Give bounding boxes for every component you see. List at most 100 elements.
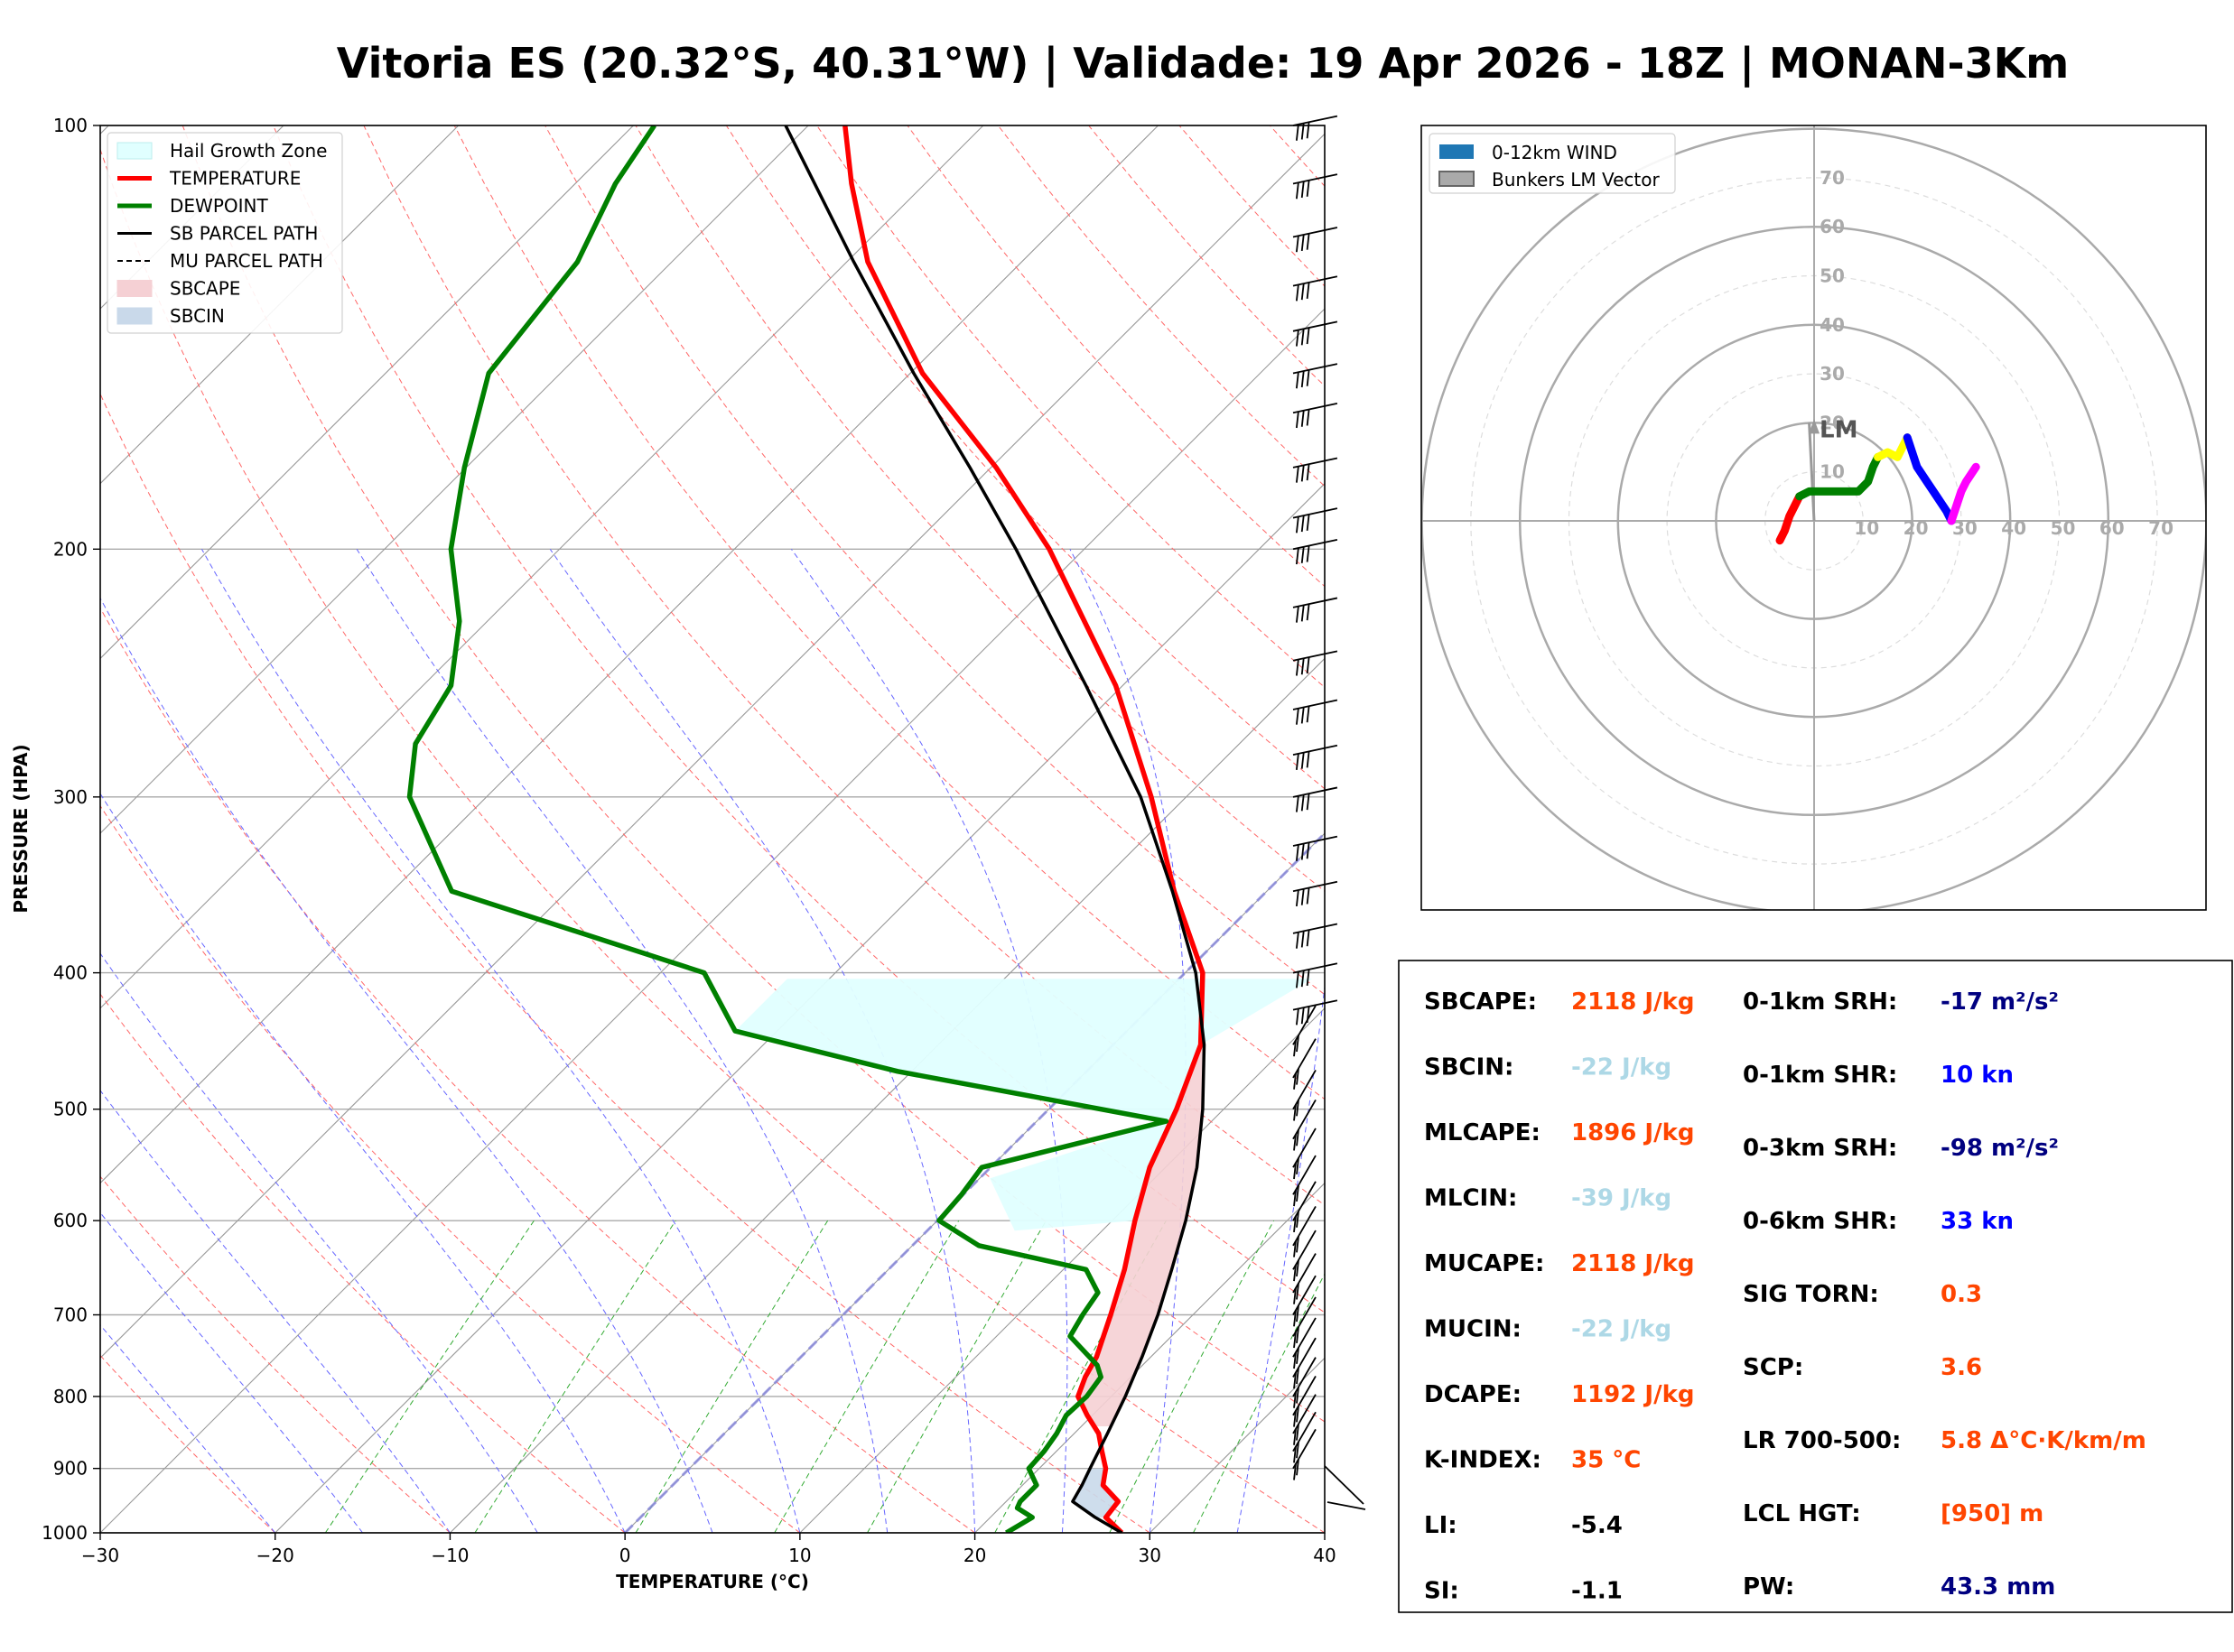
wind-barb [1292,1206,1317,1258]
wind-barb-feather [1295,284,1299,302]
moist-adiabat [100,952,538,1533]
legend-entry: TEMPERATURE [117,168,301,190]
legend-label: SBCIN [170,305,225,327]
wind-barb-staff [1292,1128,1317,1168]
hodograph-ring-label: 10 [1820,461,1845,483]
sb-parcel-path-line [784,125,1206,1533]
index-value: 5.8 Δ°C·K/km/m [1941,1427,2146,1454]
wind-barb-staff [1292,1155,1317,1195]
wind-barb-staff [1292,227,1338,238]
x-axis-ticks: −30 −20 −10 0 10 20 30 40 [81,1533,1336,1566]
wind-barb [1292,227,1338,253]
mixing-ratio-line [867,1220,1047,1533]
wind-barb [1292,880,1338,907]
wind-barb [1292,650,1338,676]
wind-barb-feather [1295,1008,1299,1026]
y-axis-ticks: 100 200 300 400 500 600 700 800 900 1000 [42,115,100,1544]
wind-barb-feather [1293,1310,1297,1327]
moist-adiabat [100,793,626,1533]
index-value: 43.3 mm [1941,1573,2055,1601]
index-label: 0-3km SRH: [1743,1135,1897,1162]
skewt-fill-areas [735,979,1312,1517]
wind-barb-feather [1300,1007,1305,1025]
wind-barb [1292,1428,1317,1480]
wind-barb-feather [1296,1305,1299,1323]
legend-label: SB PARCEL PATH [170,223,318,245]
wind-barb [1292,1337,1317,1389]
wind-barb-staff [1292,1394,1317,1434]
wind-barb-staff [1292,402,1338,414]
wind-barb-feather [1300,888,1305,905]
index-label: PW: [1743,1573,1794,1601]
dry-adiabat [100,1175,451,1533]
wind-barb-feather [1300,970,1305,988]
wind-barb-staff [1292,1253,1317,1294]
wind-barb [1292,457,1338,483]
index-value: -22 J/kg [1571,1316,1671,1343]
dry-adiabat [100,393,1150,1533]
wind-barb [1292,507,1338,534]
wind-barb-feather [1300,546,1305,563]
wind-barb-feather [1306,514,1310,531]
skewt-series-lines [406,125,1206,1533]
wind-barb-feather [1300,123,1305,140]
wind-barb-staff [1292,786,1338,798]
wind-barb-feather [1300,234,1305,252]
wind-barb-feather [1293,1287,1297,1304]
wind-barb-staff [1292,115,1338,126]
legend-label: DEWPOINT [170,195,268,217]
wind-barb-staff [1292,1230,1317,1270]
hodograph-content: 10 10 20 20 30 30 40 40 50 50 60 60 70 70 LM [1421,125,2206,910]
wind-barb-feather [1300,605,1305,622]
wind-barb-feather [1300,515,1305,533]
wind-barb-feather [1293,1104,1297,1121]
wind-barb [1292,1155,1317,1207]
wind-barb-feather [1296,1100,1299,1117]
wind-barb-feather [1306,930,1310,947]
index-value: -22 J/kg [1571,1054,1671,1081]
hodograph-ring-label: 20 [1904,517,1929,539]
wind-barb-feather [1296,1283,1299,1300]
index-value: 10 kn [1941,1062,2014,1089]
wind-barb-staff [1292,650,1338,662]
legend-label: Hail Growth Zone [170,140,327,162]
wind-barb-feather [1300,329,1305,346]
index-value: [950] m [1941,1500,2043,1527]
moist-adiabat [356,549,889,1533]
y-tick-label: 300 [53,786,88,808]
indices-right-column: 0-1km SRH: -17 m²/s² 0-1km SHR: 10 kn 0-3km … [1743,988,2146,1601]
wind-barb-feather [1306,282,1310,299]
wind-barb-feather [1296,1236,1299,1253]
wind-barb-feather [1295,795,1299,812]
hodograph-ring-label: 20 [1820,412,1845,433]
wind-barb-staff [1292,1296,1317,1337]
dewpoint-line [406,125,1169,1533]
indices-panel: SBCAPE: 2118 J/kg SBCIN: -22 J/kg MLCAPE: 189… [1398,960,2233,1613]
wind-barb [1292,1376,1317,1427]
wind-barb-feather [1306,842,1310,859]
wind-barb-feather [1295,124,1299,141]
dry-adiabat [182,125,1325,1423]
hodograph-legend-swatch [1438,171,1475,187]
index-label: MLCIN: [1424,1185,1517,1212]
isotherm-line [100,125,460,485]
wind-barb [1292,115,1338,141]
hodograph-legend-frame [1429,133,1676,194]
hodograph-ring-label: 40 [1820,314,1845,336]
wind-barb-feather [1306,327,1310,345]
wind-barb-staff [1292,880,1338,893]
wind-barb [1292,1099,1317,1151]
wind-barb-feather [1296,1367,1299,1385]
dry-adiabat [545,125,1325,996]
index-label: MLCAPE: [1424,1119,1541,1146]
wind-barb-staff [1292,1357,1317,1397]
index-value: -98 m²/s² [1941,1135,2059,1162]
index-label: SCP: [1743,1354,1803,1381]
wind-barb-feather [1295,466,1299,483]
wind-barb-feather [1296,1068,1299,1085]
index-label: LR 700-500: [1743,1427,1901,1454]
wind-barb-feather [1306,464,1310,481]
wind-barb-feather [1296,1424,1299,1441]
wind-barb-staff [1292,1275,1317,1315]
wind-barb-surface [1326,1501,1366,1510]
